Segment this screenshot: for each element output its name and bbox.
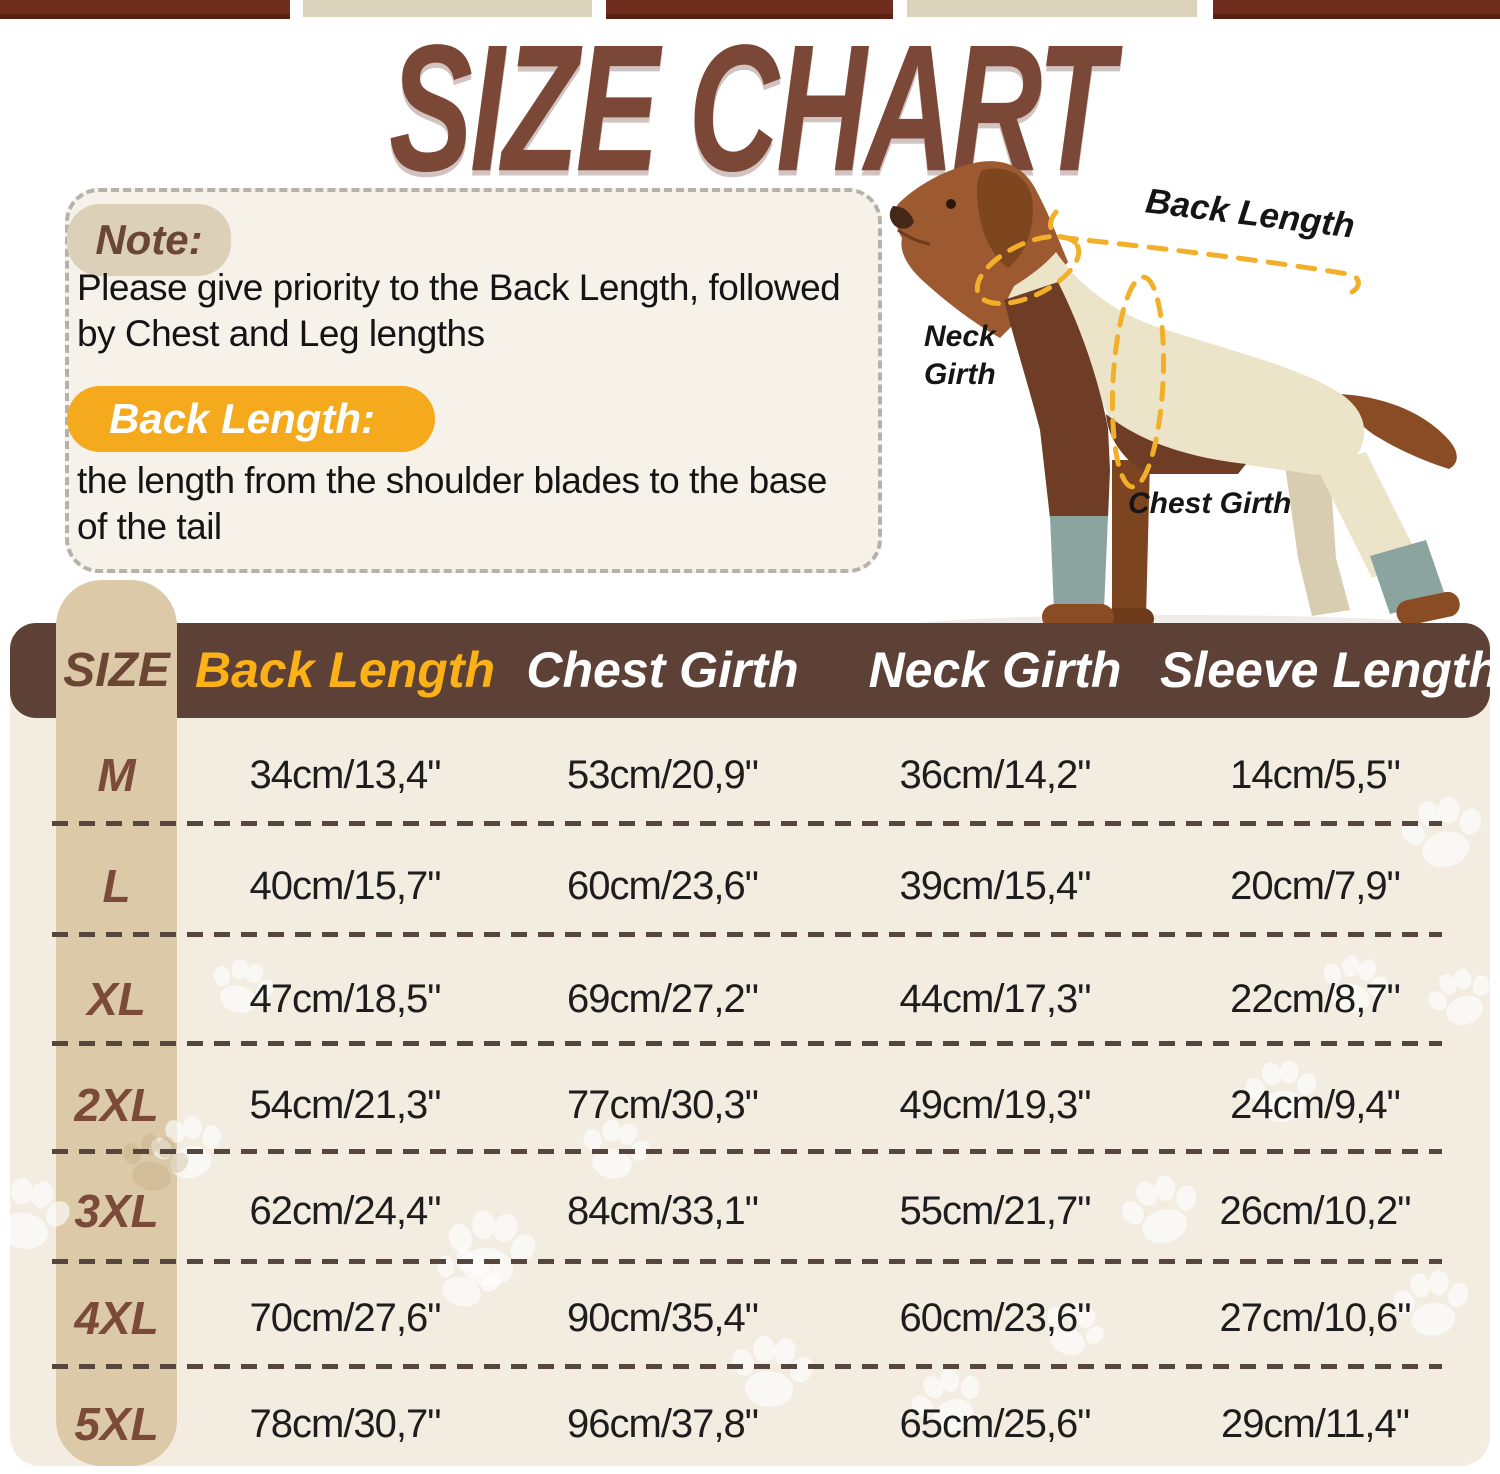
note-box: Note: Please give priority to the Back L… (65, 188, 882, 573)
top-bar-segment (606, 0, 893, 19)
back-length-dashed-line (1048, 209, 1361, 295)
chest-girth-value: 69cm/27,2" (567, 977, 759, 1021)
header-sleeve-length: Sleeve Length (1160, 642, 1499, 698)
table-row: XL 47cm/18,5" 69cm/27,2" 44cm/17,3" 22cm… (10, 959, 1490, 1039)
back-length-label: Back Length: (109, 395, 376, 442)
size-label: 3XL (74, 1185, 159, 1237)
back-length-value: 54cm/21,3" (249, 1083, 442, 1127)
size-label: L (102, 860, 131, 912)
sleeve-length-value: 24cm/9,4" (1230, 1083, 1401, 1127)
neck-girth-value: 39cm/15,4" (899, 864, 1092, 908)
sleeve-length-value: 27cm/10,6" (1219, 1296, 1412, 1340)
chest-girth-annotation: Chest Girth (1128, 487, 1292, 520)
back-length-value: 62cm/24,4" (249, 1189, 442, 1233)
size-label: 4XL (74, 1292, 159, 1344)
table-header-bar (10, 623, 1490, 718)
back-length-value: 47cm/18,5" (249, 977, 442, 1021)
back-length-pill: Back Length: (67, 386, 435, 452)
top-bar-segment (0, 0, 290, 19)
neck-girth-value: 65cm/25,6" (899, 1402, 1092, 1446)
table-background (10, 660, 1490, 1466)
back-length-value: 34cm/13,4" (249, 753, 442, 797)
chest-girth-value: 90cm/35,4" (567, 1296, 759, 1340)
chest-girth-value: 60cm/23,6" (567, 864, 759, 908)
table-row: M 34cm/13,4" 53cm/20,9" 36cm/14,2" 14cm/… (10, 735, 1490, 815)
header-neck-girth: Neck Girth (868, 642, 1122, 698)
size-label: 5XL (74, 1398, 159, 1450)
neck-girth-annotation: Neck Girth (924, 320, 996, 391)
size-column-strip (56, 580, 177, 1466)
back-length-text: the length from the shoulder blades to t… (77, 460, 827, 547)
note-text: Please give priority to the Back Length,… (77, 267, 841, 354)
top-bar-segment (907, 0, 1197, 17)
sleeve-length-value: 26cm/10,2" (1219, 1189, 1412, 1233)
size-label: 2XL (74, 1079, 159, 1131)
chest-girth-value: 77cm/30,3" (567, 1083, 759, 1127)
header-chest-girth: Chest Girth (526, 642, 799, 698)
table-row: 5XL 78cm/30,7" 96cm/37,8" 65cm/25,6" 29c… (10, 1384, 1490, 1464)
note-label: Note: (95, 216, 203, 263)
row-separator (52, 932, 1442, 937)
size-label: XL (87, 973, 146, 1025)
header-back-length: Back Length (194, 642, 496, 698)
neck-girth-value: 49cm/19,3" (899, 1083, 1092, 1127)
table-row: 4XL 70cm/27,6" 90cm/35,4" 60cm/23,6" 27c… (10, 1278, 1490, 1358)
table-row: 3XL 62cm/24,4" 84cm/33,1" 55cm/21,7" 26c… (10, 1171, 1490, 1251)
back-length-value: 78cm/30,7" (249, 1402, 442, 1446)
header-size: SIZE (63, 644, 170, 697)
top-bar-segment (303, 0, 592, 17)
sleeve-length-value: 22cm/8,7" (1230, 977, 1401, 1021)
neck-girth-value: 60cm/23,6" (899, 1296, 1092, 1340)
sleeve-length-value: 14cm/5,5" (1230, 753, 1401, 797)
note-label-pill: Note: (67, 204, 231, 276)
table-row: 2XL 54cm/21,3" 77cm/30,3" 49cm/19,3" 24c… (10, 1065, 1490, 1145)
table-header-row: SIZE Back Length Chest Girth Neck Girth … (10, 623, 1499, 718)
back-length-value: 70cm/27,6" (249, 1296, 442, 1340)
neck-girth-value: 44cm/17,3" (899, 977, 1092, 1021)
top-bar-segment (1213, 0, 1500, 19)
back-length-value: 40cm/15,7" (249, 864, 442, 908)
neck-girth-value: 55cm/21,7" (899, 1189, 1092, 1233)
row-separator (52, 1259, 1442, 1264)
size-label: M (97, 749, 136, 801)
row-separator (52, 821, 1442, 826)
neck-girth-value: 36cm/14,2" (899, 753, 1092, 797)
measurement-annotations (974, 209, 1361, 490)
chest-girth-value: 96cm/37,8" (567, 1402, 759, 1446)
chest-girth-value: 53cm/20,9" (567, 753, 759, 797)
row-separator (52, 1149, 1442, 1154)
chest-girth-dashed-ellipse (1109, 274, 1167, 490)
sleeve-length-value: 29cm/11,4" (1220, 1402, 1410, 1446)
row-separator (52, 1364, 1442, 1369)
neck-girth-dashed-ellipse (974, 233, 1082, 307)
table-row: L 40cm/15,7" 60cm/23,6" 39cm/15,4" 20cm/… (10, 846, 1490, 926)
sleeve-length-value: 20cm/7,9" (1230, 864, 1401, 908)
row-separator (52, 1041, 1442, 1046)
chest-girth-value: 84cm/33,1" (567, 1189, 759, 1233)
